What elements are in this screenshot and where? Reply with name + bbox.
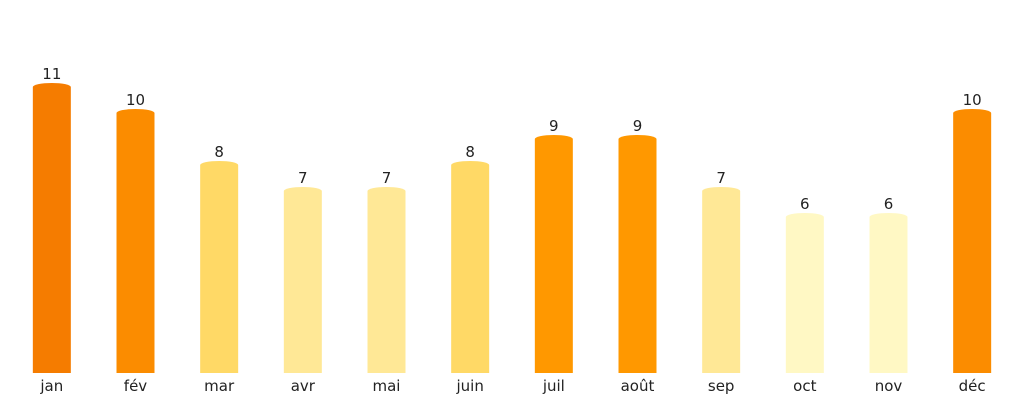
x-axis-tick-labels: jan fév mar avr mai juin juil août sep oct nov déc bbox=[39, 377, 985, 395]
bar-août bbox=[618, 135, 657, 373]
value-label-avr: 7 bbox=[298, 169, 308, 187]
value-label-nov: 6 bbox=[884, 195, 894, 213]
x-tick-label-juin: juin bbox=[455, 377, 483, 395]
bar-oct bbox=[785, 213, 824, 373]
value-label-juil: 9 bbox=[549, 117, 559, 135]
bar-sep bbox=[702, 187, 741, 373]
value-label-déc: 10 bbox=[963, 91, 982, 109]
x-tick-label-mar: mar bbox=[204, 377, 235, 395]
x-tick-label-mai: mai bbox=[373, 377, 401, 395]
value-label-jan: 11 bbox=[42, 65, 61, 83]
bar-déc bbox=[953, 109, 992, 373]
value-label-oct: 6 bbox=[800, 195, 810, 213]
value-label-mar: 8 bbox=[214, 143, 224, 161]
x-tick-label-nov: nov bbox=[875, 377, 903, 395]
bar-juin bbox=[451, 161, 490, 373]
x-tick-label-juil: juil bbox=[542, 377, 565, 395]
x-tick-label-jan: jan bbox=[39, 377, 63, 395]
x-tick-label-déc: déc bbox=[959, 377, 986, 395]
bar-avr bbox=[283, 187, 322, 373]
x-tick-label-août: août bbox=[621, 377, 655, 395]
bar-jan bbox=[32, 83, 71, 373]
value-label-sep: 7 bbox=[716, 169, 726, 187]
bar-mai bbox=[367, 187, 406, 373]
bar-juil bbox=[534, 135, 573, 373]
value-label-mai: 7 bbox=[382, 169, 392, 187]
bar-nov bbox=[869, 213, 908, 373]
value-label-août: 9 bbox=[633, 117, 643, 135]
value-label-fév: 10 bbox=[126, 91, 145, 109]
x-tick-label-oct: oct bbox=[793, 377, 816, 395]
x-tick-label-fév: fév bbox=[124, 377, 148, 395]
bar-fév bbox=[116, 109, 155, 373]
bars-layer bbox=[32, 83, 992, 373]
bar-mar bbox=[200, 161, 239, 373]
value-label-juin: 8 bbox=[465, 143, 475, 161]
x-tick-label-avr: avr bbox=[291, 377, 316, 395]
value-labels-layer: 11 10 8 7 7 8 9 9 7 6 6 10 bbox=[42, 65, 981, 213]
x-tick-label-sep: sep bbox=[708, 377, 735, 395]
